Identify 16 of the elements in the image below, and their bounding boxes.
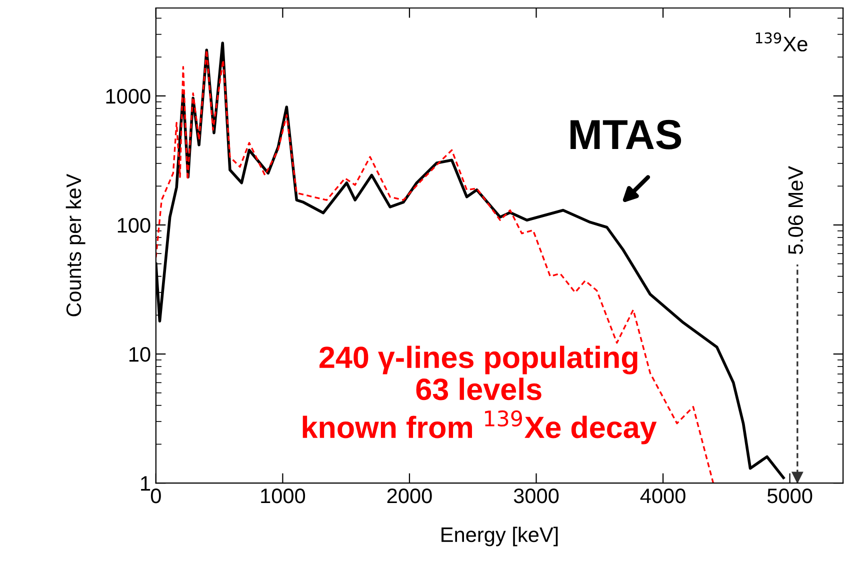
x-tick-label: 1000 — [261, 488, 306, 504]
ref-line-label: 5.06 MeV — [788, 166, 804, 254]
annotation: $^{139}$Xe — [756, 32, 808, 52]
x-tick-label: 0 — [150, 488, 161, 504]
annotation: MTAS — [570, 120, 682, 150]
annotation: 240 γ-lines populating 63 levels known from $^{139}$Xe decay — [302, 346, 657, 444]
x-tick-label: 4000 — [640, 488, 686, 504]
x-tick-label: 5000 — [767, 488, 812, 504]
x-tick-label: 3000 — [514, 488, 559, 504]
y-tick-label: 10 — [129, 347, 150, 362]
y-tick-label: 1000 — [106, 88, 150, 104]
y-tick-label: 1 — [141, 476, 150, 491]
y-axis-title: Counts per keV — [66, 174, 86, 316]
y-tick-label: 100 — [118, 218, 150, 233]
x-tick-label: 2000 — [387, 488, 432, 504]
x-axis-title: Energy [keV] — [442, 526, 558, 546]
